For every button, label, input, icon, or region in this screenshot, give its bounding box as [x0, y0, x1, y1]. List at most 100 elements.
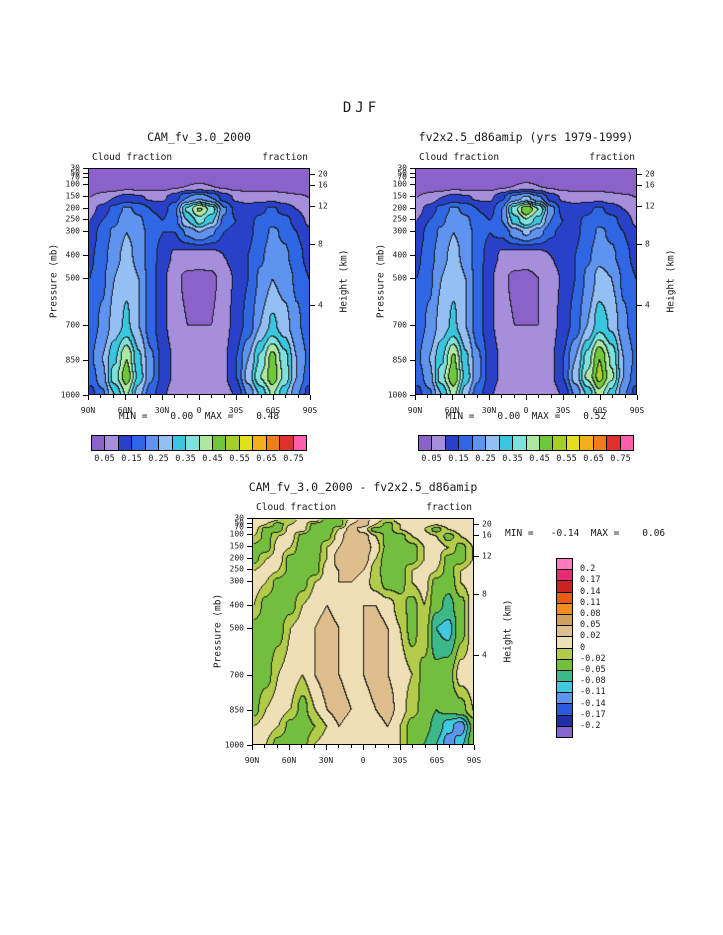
- colorbar-swatch: [144, 435, 160, 451]
- colorbar-swatch: [238, 435, 254, 451]
- pressure-tick: [410, 184, 415, 186]
- latitude-minor-tick: [174, 395, 176, 398]
- minmax-text: MIN = -0.14 MAX = 0.06: [505, 528, 666, 539]
- pressure-tick: [410, 395, 415, 396]
- panel-difference: CAM_fv_3.0_2000 - fv2x2.5_d86amip Cloud …: [213, 480, 666, 820]
- latitude-minor-tick: [313, 745, 315, 748]
- latitude-tick: [452, 395, 453, 400]
- pressure-tick-label: 50: [70, 168, 80, 178]
- height-tick-label: 16: [318, 180, 328, 190]
- latitude-tick: [363, 745, 364, 750]
- pressure-axis-label: Pressure (mb): [48, 243, 60, 319]
- subtitle-left: Cloud fraction: [92, 152, 173, 163]
- colorbar-tick-label: 0.05: [94, 454, 115, 464]
- height-tick-label: 20: [318, 169, 328, 179]
- colorbar-tick-label: 0.65: [583, 454, 604, 464]
- latitude-tick-label: 90S: [466, 756, 482, 765]
- latitude-minor-tick: [350, 745, 352, 748]
- latitude-tick-label: 90N: [244, 756, 260, 765]
- colorbar-tick-label: 0.15: [121, 454, 142, 464]
- latitude-minor-tick: [297, 395, 299, 398]
- latitude-minor-tick: [449, 745, 451, 748]
- minmax-text: MIN = 0.00 MAX = 0.48: [118, 411, 280, 422]
- pressure-tick-label: 250: [392, 214, 407, 224]
- pressure-tick-label: 300: [229, 576, 244, 586]
- pressure-tick: [410, 168, 415, 169]
- height-tick-label: 16: [482, 530, 492, 540]
- height-tick: [637, 244, 642, 246]
- height-tick-label: 12: [482, 551, 492, 561]
- pressure-tick: [83, 254, 88, 256]
- pressure-tick-label: 30: [397, 163, 407, 173]
- latitude-tick: [637, 395, 638, 400]
- latitude-tick-label: 90N: [407, 406, 423, 415]
- latitude-tick-label: 90S: [302, 406, 318, 415]
- latitude-tick-label: 90S: [629, 406, 645, 415]
- latitude-tick: [474, 745, 475, 750]
- pressure-tick: [83, 219, 88, 221]
- latitude-minor-tick: [501, 395, 503, 398]
- colorbar-tick-label: 0.55: [229, 454, 250, 464]
- colorbar-swatch: [265, 435, 281, 451]
- pressure-tick-label: 300: [65, 226, 80, 236]
- colorbar-swatch: [252, 435, 267, 451]
- latitude-minor-tick: [338, 745, 340, 748]
- pressure-tick-label: 200: [392, 203, 407, 213]
- latitude-minor-tick: [301, 745, 303, 748]
- latitude-minor-tick: [476, 395, 478, 398]
- latitude-tick-label: 60S: [429, 756, 445, 765]
- latitude-tick: [199, 395, 200, 400]
- colorbar-swatch: [485, 435, 500, 451]
- colorbar-tick-label: 0.15: [448, 454, 469, 464]
- minmax-text: MIN = 0.00 MAX = 0.52: [445, 411, 607, 422]
- colorbar-tick-label: 0.14: [580, 586, 601, 597]
- pressure-tick-label: 850: [229, 705, 244, 715]
- height-tick: [310, 244, 315, 246]
- latitude-tick-label: 30S: [228, 406, 244, 415]
- colorbar-swatch: [211, 435, 227, 451]
- latitude-tick: [415, 395, 416, 400]
- latitude-minor-tick: [186, 395, 188, 398]
- pressure-tick-label: 150: [65, 191, 80, 201]
- latitude-minor-tick: [439, 395, 441, 398]
- pressure-tick: [410, 277, 415, 279]
- height-tick-label: 4: [645, 300, 650, 310]
- latitude-tick-label: 60S: [265, 406, 281, 415]
- colorbar-swatch: [538, 435, 554, 451]
- pressure-tick-label: 500: [392, 273, 407, 283]
- latitude-minor-tick: [387, 745, 389, 748]
- pressure-tick-label: 50: [397, 168, 407, 178]
- pressure-tick-label: 400: [65, 250, 80, 260]
- latitude-tick: [289, 745, 290, 750]
- pressure-tick: [410, 219, 415, 221]
- colorbar-tick-label: -0.2: [580, 721, 601, 731]
- height-tick: [637, 185, 642, 187]
- colorbar-tick-label: -0.05: [580, 665, 606, 675]
- subtitle-right: fraction: [426, 502, 472, 513]
- latitude-tick-label: 60S: [592, 406, 608, 415]
- pressure-tick-label: 30: [70, 163, 80, 173]
- pressure-tick-label: 100: [65, 179, 80, 189]
- colorbar-tick-label: 0.65: [256, 454, 277, 464]
- pressure-tick-label: 1000: [224, 740, 244, 750]
- pressure-axis-label: Pressure (mb): [212, 593, 224, 669]
- colorbar-swatch: [158, 435, 173, 451]
- pressure-tick: [83, 168, 88, 169]
- cloud-colorbar: [418, 435, 634, 451]
- pressure-tick-label: 150: [392, 191, 407, 201]
- latitude-minor-tick: [538, 395, 540, 398]
- height-tick-label: 8: [318, 239, 323, 249]
- colorbar-swatch: [418, 435, 433, 451]
- colorbar-tick-label: 0.45: [529, 454, 550, 464]
- colorbar-tick-label: 0.11: [580, 597, 601, 608]
- colorbar-tick-label: 0.55: [556, 454, 577, 464]
- pressure-tick-label: 1000: [387, 390, 407, 400]
- pressure-tick: [247, 534, 252, 536]
- height-tick-label: 4: [318, 300, 323, 310]
- pressure-tick-label: 400: [229, 600, 244, 610]
- height-tick: [637, 206, 642, 208]
- colorbar-tick-label: 0.05: [421, 454, 442, 464]
- pressure-tick-label: 850: [392, 355, 407, 365]
- colorbar-swatch: [579, 435, 594, 451]
- height-tick: [310, 173, 315, 175]
